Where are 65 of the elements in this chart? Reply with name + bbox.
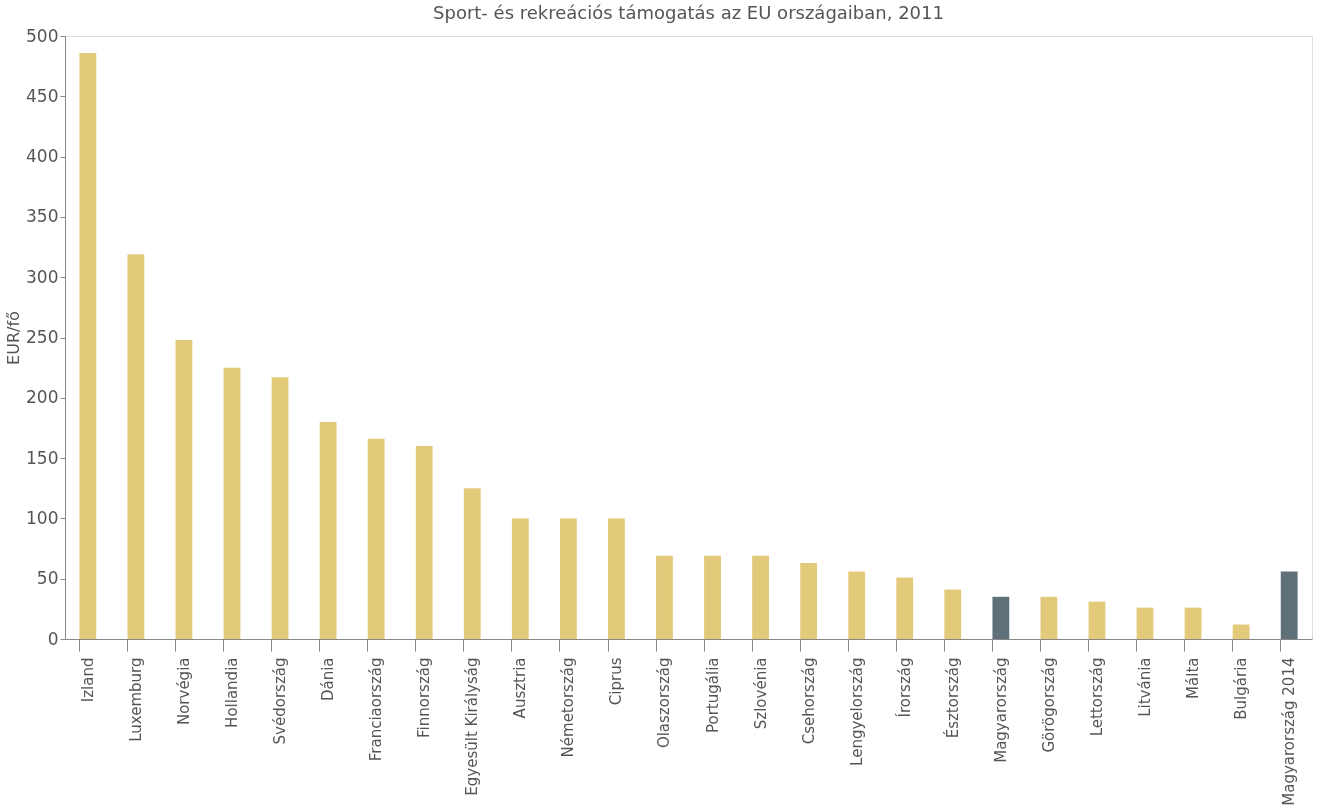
bar	[415, 446, 433, 639]
x-tick-label: Hollandia	[222, 657, 241, 728]
y-tick-label: 450	[26, 85, 59, 106]
bar	[127, 254, 145, 639]
bar	[559, 518, 577, 639]
x-tick-label: Németország	[559, 657, 578, 758]
bar	[1040, 596, 1058, 639]
bar	[223, 367, 241, 639]
bar	[800, 563, 818, 639]
bar	[848, 571, 866, 639]
x-tick-label: Izland	[78, 657, 97, 703]
y-tick-label: 350	[26, 206, 59, 227]
bar	[896, 577, 914, 639]
x-tick-label: Norvégia	[174, 657, 193, 726]
x-tick-label: Portugália	[703, 657, 722, 733]
bar	[79, 52, 97, 639]
x-tick-label: Svédország	[271, 657, 290, 745]
x-tick-label: Litvánia	[1136, 657, 1155, 717]
x-tick-label: Észtország	[942, 657, 962, 739]
x-tick-label: Olaszország	[655, 657, 674, 749]
x-tick-label: Írország	[894, 657, 914, 718]
bar	[175, 339, 193, 639]
bar	[1232, 624, 1250, 639]
x-tick-label: Magyarország 2014	[1280, 657, 1299, 806]
bar	[1280, 571, 1298, 639]
y-tick-label: 300	[26, 266, 59, 287]
bar	[704, 555, 721, 639]
bar	[1088, 601, 1106, 639]
y-axis-title: EUR/fő	[4, 311, 24, 365]
x-tick-label: Franciaország	[367, 657, 386, 762]
x-tick-label: Szlovénia	[751, 657, 770, 730]
y-tick-label: 50	[36, 568, 59, 589]
x-tick-label: Málta	[1184, 657, 1203, 699]
y-tick-label: 0	[47, 628, 59, 649]
y-tick-label: 250	[26, 327, 59, 347]
bar	[271, 377, 289, 639]
bar	[367, 438, 385, 639]
bar	[1136, 607, 1154, 639]
x-tick-label: Csehország	[799, 657, 818, 745]
x-tick-label: Lengyelország	[847, 657, 866, 766]
bar	[511, 518, 529, 639]
y-tick-label: 400	[26, 146, 59, 167]
bar	[608, 518, 625, 639]
y-tick-label: 150	[26, 447, 59, 468]
x-tick-label: Görögország	[1039, 657, 1058, 753]
y-tick-label: 500	[26, 25, 59, 46]
x-tick-label: Finnország	[415, 657, 434, 738]
x-tick-label: Lettország	[1087, 657, 1106, 737]
x-tick-label: Ciprus	[607, 657, 626, 706]
y-tick-label: 200	[26, 387, 59, 408]
bar	[992, 596, 1010, 639]
x-tick-label: Luxemburg	[126, 657, 145, 742]
x-tick-label: Magyarország	[991, 657, 1010, 763]
chart-title: Sport- és rekreációs támogatás az EU országaiban, 2011	[433, 2, 944, 23]
bar	[319, 421, 337, 639]
bar	[944, 589, 962, 639]
bar	[656, 555, 673, 639]
x-tick-label: Egyesült Királyság	[463, 657, 482, 796]
x-tick-label: Ausztria	[511, 657, 530, 719]
bar	[752, 555, 769, 639]
x-tick-label: Bulgária	[1232, 657, 1251, 720]
bar	[1184, 607, 1202, 639]
x-tick-label: Dánia	[319, 657, 338, 702]
y-tick-label: 100	[26, 507, 59, 528]
bar	[463, 488, 481, 639]
